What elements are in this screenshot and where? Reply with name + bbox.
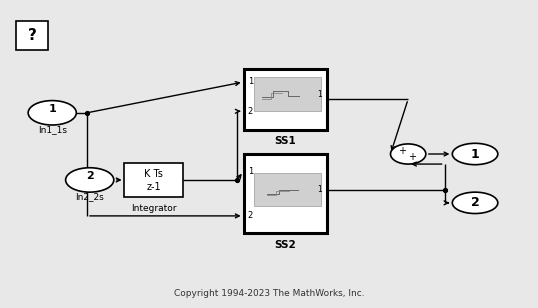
Text: SS2: SS2 xyxy=(274,240,296,250)
Text: Integrator: Integrator xyxy=(131,204,176,213)
Text: 1: 1 xyxy=(317,90,322,99)
Text: 2: 2 xyxy=(86,171,94,181)
Text: ?: ? xyxy=(28,28,37,43)
Ellipse shape xyxy=(452,143,498,165)
Bar xyxy=(254,173,321,206)
Bar xyxy=(16,21,48,50)
Text: +: + xyxy=(398,147,406,156)
Ellipse shape xyxy=(28,101,76,125)
Text: In2_2s: In2_2s xyxy=(75,192,104,201)
Text: 1: 1 xyxy=(471,148,479,160)
Bar xyxy=(244,69,327,130)
Text: 1: 1 xyxy=(48,104,56,114)
Text: SS1: SS1 xyxy=(274,136,296,146)
Text: 1: 1 xyxy=(248,167,253,176)
Text: In1_1s: In1_1s xyxy=(38,125,67,134)
Text: 2: 2 xyxy=(248,107,253,116)
Text: 1: 1 xyxy=(317,185,322,194)
Circle shape xyxy=(391,144,426,164)
Text: +: + xyxy=(408,152,416,162)
Text: z-1: z-1 xyxy=(147,182,161,192)
Ellipse shape xyxy=(452,192,498,213)
Text: K Ts: K Ts xyxy=(145,169,164,179)
Text: Copyright 1994-2023 The MathWorks, Inc.: Copyright 1994-2023 The MathWorks, Inc. xyxy=(174,289,364,298)
Bar xyxy=(124,163,183,197)
Bar xyxy=(254,77,321,111)
Text: 2: 2 xyxy=(248,211,253,221)
Text: 2: 2 xyxy=(471,196,479,209)
Bar xyxy=(244,154,327,233)
Ellipse shape xyxy=(66,168,114,192)
Text: 1: 1 xyxy=(248,78,253,87)
